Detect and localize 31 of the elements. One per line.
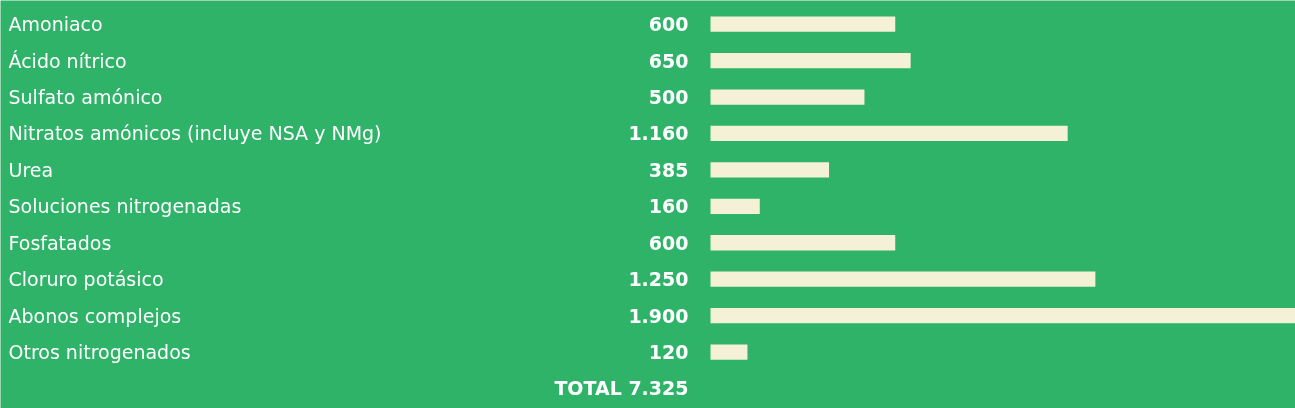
- bar: [710, 16, 896, 32]
- bar: [710, 125, 1068, 142]
- data-label: 160: [648, 195, 689, 218]
- bar: [710, 235, 896, 251]
- bar: [710, 271, 1096, 287]
- data-label: 1.900: [628, 304, 689, 327]
- bar: [710, 162, 830, 178]
- data-label: 1.250: [628, 268, 689, 291]
- text: TOTAL 7.325: [554, 377, 689, 400]
- bar: [710, 198, 760, 214]
- y-tick-label: Fosfatados: [8, 231, 112, 254]
- y-tick-label: Nitratos amónicos (incluye NSA y NMg): [8, 122, 382, 145]
- data-label: 600: [648, 231, 689, 254]
- bar: [710, 344, 748, 360]
- data-label: 600: [648, 13, 689, 36]
- data-label: 1.160: [628, 122, 689, 145]
- y-tick-label: Abonos complejos: [8, 304, 182, 327]
- data-label: 500: [648, 86, 689, 109]
- data-label: 120: [648, 341, 689, 364]
- y-tick-label: Otros nitrogenados: [8, 341, 191, 364]
- y-tick-label: Urea: [8, 158, 54, 181]
- y-tick-label: Cloruro potásico: [8, 268, 164, 291]
- bar: [710, 52, 911, 69]
- data-label: 385: [648, 158, 689, 181]
- bar: [710, 307, 1295, 324]
- y-tick-label: Sulfato amónico: [8, 86, 163, 109]
- bar: [710, 89, 865, 105]
- y-tick-label: Ácido nítrico: [8, 49, 127, 72]
- y-tick-label: Soluciones nitrogenadas: [8, 195, 242, 218]
- data-label: 650: [648, 49, 689, 72]
- y-tick-label: Amoniaco: [8, 13, 103, 36]
